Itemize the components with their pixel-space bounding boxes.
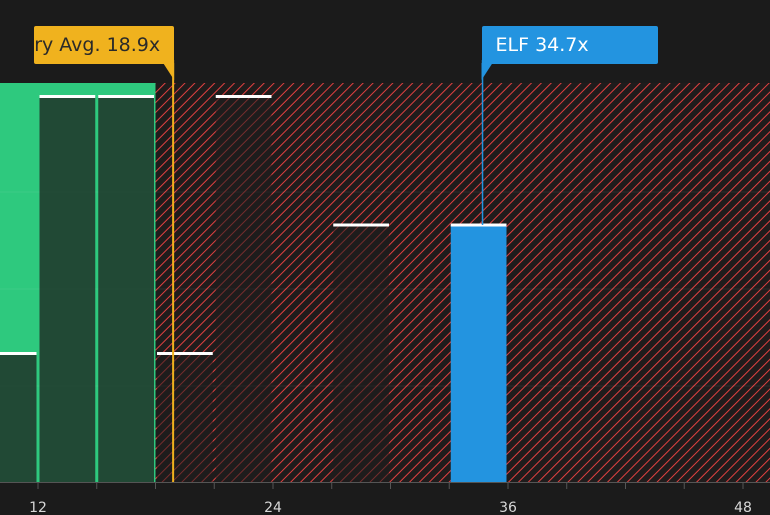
histogram-bar: [98, 96, 154, 482]
x-tick-label: 12: [29, 500, 47, 515]
x-tick-label: 48: [734, 500, 752, 515]
x-tick-label: 24: [264, 500, 282, 515]
bar-top-line: [450, 223, 507, 227]
company-callout: ELF 34.7x: [481, 26, 658, 64]
histogram-bar: [39, 96, 96, 482]
bar-top-line: [333, 223, 389, 227]
company-bar: [450, 225, 507, 482]
bar-top-line: [215, 95, 272, 98]
bar-top-line: [0, 352, 37, 355]
bar-top-line: [39, 95, 96, 98]
bar-top-line: [156, 352, 213, 355]
histogram-bar: [333, 225, 389, 482]
bar-top-line: [98, 95, 154, 98]
histogram-bar: [215, 96, 272, 482]
callout-pointer: [163, 63, 175, 80]
industry-average-callout: ry Avg. 18.9x: [34, 26, 175, 64]
x-tick-label: 36: [499, 500, 517, 515]
histogram-bar: [156, 353, 213, 482]
histogram-bar: [0, 353, 37, 482]
callout-pointer: [481, 63, 493, 80]
